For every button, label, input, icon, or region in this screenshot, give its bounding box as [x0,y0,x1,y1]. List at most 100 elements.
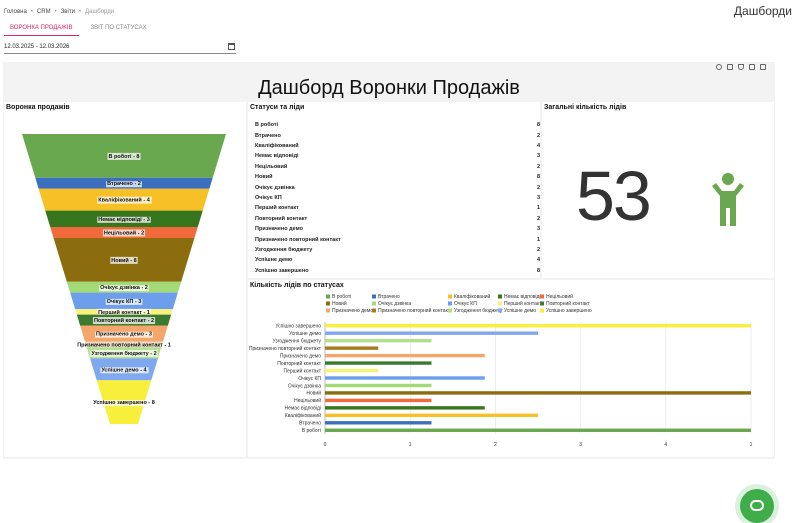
funnel-label-bg [92,317,156,325]
stats-row-label: Немає відповіді [255,153,299,160]
tab-sales-funnel[interactable]: ВОРОНКА ПРОДАЖІВ [4,22,79,36]
legend-swatch [372,301,376,306]
legend-item[interactable]: Узгодження бюджету [454,308,503,314]
funnel-stage-label: Повторний контакт - 2 [94,317,154,324]
y-tick-label: Успішно завершено [275,324,321,330]
funnel-label-bg [99,285,149,292]
stats-row: Повторний контакт 2 [255,214,540,224]
total-leads-number: 53 [576,157,652,235]
stats-row-value: 3 [536,153,540,160]
legend-swatch [540,308,544,313]
bar[interactable] [325,398,432,403]
legend-item[interactable]: Немає відповіді [504,294,541,300]
y-tick-label: Очікує дзвінка [288,383,321,389]
bar[interactable] [325,406,485,410]
y-tick-label: В роботі [302,428,321,434]
bar[interactable] [325,368,379,373]
legend-swatch [372,294,376,299]
stats-row-value: 2 [536,132,540,139]
legend-item[interactable]: Призначено повторний контакт [378,307,451,314]
breadcrumb-current: Дашборди [85,9,115,15]
bar[interactable] [325,324,751,328]
stats-row: Узгодження бюджету 2 [255,245,540,255]
date-range-input[interactable]: 12.03.2025 - 12.03.2026 [4,42,236,54]
page-title: Дашборди [733,4,792,18]
stats-row-label: Новий [255,174,273,181]
stats-row-value: 8 [536,174,540,181]
funnel-label-bg [107,152,141,160]
x-tick-label: 4 [664,442,667,448]
legend-item[interactable]: Нецільовий [546,293,573,300]
bar[interactable] [325,353,485,358]
stats-row-label: Кваліфікований [255,142,299,149]
stats-title: Статуси та ліди [250,104,305,111]
filter-icon[interactable] [738,64,744,70]
tab-status-report[interactable]: ЗВІТ ПО СТАТУСАХ [90,25,147,31]
fullscreen-icon[interactable] [760,64,766,70]
funnel-label-bg [76,341,172,349]
report-tabs: ВОРОНКА ПРОДАЖІВ ЗВІТ ПО СТАТУСАХ [4,22,153,36]
stats-row: Призначено демо 3 [255,224,540,234]
bar[interactable] [325,413,538,418]
stats-row-label: Нецільовий [255,163,288,170]
stats-row-value: 3 [536,194,540,201]
legend-item[interactable]: Призначено демо [332,308,373,314]
refresh-icon[interactable] [716,64,722,70]
legend-item[interactable]: Перший контакт [504,300,542,307]
legend-item[interactable]: Успішне демо [504,308,536,314]
calendar-icon[interactable] [228,43,235,50]
stats-row-value: 1 [536,205,540,212]
legend-item[interactable]: Повторний контакт [546,300,590,307]
bar-chart-title: Кількість лідів по статусах [250,282,344,289]
bar[interactable] [325,361,432,365]
funnel-label-bg [97,308,151,316]
chat-support-button[interactable] [740,489,774,523]
legend-item[interactable]: В роботі [332,294,351,300]
breadcrumb: Головна • CRM • Звіти • Дашборди [4,9,114,15]
funnel-stage-label: Очікує КП - 3 [107,299,142,305]
bar[interactable] [325,428,751,432]
legend-swatch [498,294,502,299]
dashboard-title: Дашборд Воронки Продажів [258,77,520,99]
bar[interactable] [325,421,432,425]
stats-row-value: 8 [536,267,540,274]
legend-item[interactable]: Втрачено [378,294,400,300]
bar[interactable] [325,338,432,343]
bar[interactable] [325,346,379,350]
x-tick-label: 0 [324,442,327,448]
total-title: Загальні кількість лідів [544,104,627,111]
bar[interactable] [325,331,538,335]
legend-swatch [326,308,330,313]
topbar: Головна • CRM • Звіти • Дашборди Дашборд… [0,0,800,22]
funnel-stage-label: Призначено демо - 3 [96,332,152,338]
breadcrumb-reports[interactable]: Звіти [60,9,75,15]
bar-chart: В роботі Втрачено Кваліфікований Немає відп… [249,293,753,448]
funnel-chart: В роботі - 8 Втрачено - 2 Кваліфікований -… [22,134,226,424]
y-tick-label: Успішне демо [289,331,321,337]
legend-item[interactable]: Очікує дзвінка [378,301,411,307]
y-tick-label: Призначено повторний контакт [249,345,322,352]
legend-swatch [498,301,502,306]
legend-swatch [448,294,452,299]
breadcrumb-crm[interactable]: CRM [36,9,51,15]
stats-row-label: Очікує КП [255,194,282,201]
stats-row: Втрачено 2 [255,130,540,140]
bar[interactable] [325,376,485,380]
stats-row-label: Втрачено [255,132,281,139]
bar[interactable] [325,391,751,395]
funnel-stage-label: Очікує дзвінка - 2 [100,285,148,291]
legend-swatch [498,308,502,313]
person-icon [712,173,744,226]
stats-row: Немає відповіді 3 [255,151,540,161]
folder-icon[interactable] [727,64,733,70]
bar[interactable] [325,383,432,388]
stats-row: Успішне демо 4 [255,255,540,265]
legend-item[interactable]: Новий [332,300,347,307]
legend-item[interactable]: Очікує КП [454,301,477,307]
expand-icon[interactable] [749,64,755,70]
stats-row-value: 2 [536,184,540,191]
legend-item[interactable]: Кваліфікований [454,293,491,300]
breadcrumb-home[interactable]: Головна [4,9,27,15]
legend-item[interactable]: Успішно завершено [546,308,592,314]
stats-row-value: 4 [536,257,540,264]
